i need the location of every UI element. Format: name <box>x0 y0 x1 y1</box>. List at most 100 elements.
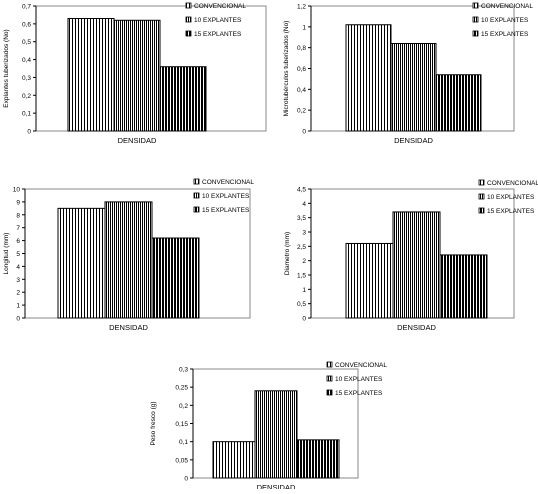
bar-10-explantes <box>113 19 161 132</box>
legend-swatch-convencional <box>326 361 333 368</box>
legend-label-convencional: CONVENCIONAL <box>335 362 387 369</box>
legend-label-convencional: CONVENCIONAL <box>202 179 254 186</box>
y-tick-label: 5 <box>16 251 20 258</box>
chart-panel-2: 0 0,2 0,4 0,6 0,8 1 1,2 Microtubérculos tuberiz… <box>283 2 533 145</box>
y-tick-label: 0,15 <box>175 421 188 428</box>
y-tick-label: 0,3 <box>179 367 188 374</box>
y-tick-label: 1,2 <box>297 4 306 11</box>
y-tick-label: 2 <box>302 258 306 265</box>
bar-convencional <box>67 18 115 132</box>
y-tick-label: 0,7 <box>22 4 31 11</box>
y-axis-title: Peso fresco (g) <box>150 401 157 445</box>
legend-swatch-15-explantes <box>478 207 485 214</box>
legend-swatch-convencional <box>193 178 200 185</box>
y-tick-label: 0 <box>302 316 306 323</box>
y-tick-label: 0,4 <box>297 87 306 94</box>
legend-label-10-explantes: 10 EXPLANTES <box>481 17 529 24</box>
legend-swatch-10-explantes <box>185 16 192 23</box>
legend-swatch-15-explantes <box>193 206 200 213</box>
y-tick-label: 0,6 <box>22 21 31 28</box>
bar-10-explantes <box>390 43 437 132</box>
y-tick-label: 0,8 <box>297 45 306 52</box>
x-axis-title: DENSIDAD <box>397 323 436 332</box>
y-tick-label: 0,2 <box>179 403 188 410</box>
y-tick-label: 3,5 <box>297 215 306 222</box>
y-tick-label: 1 <box>302 24 306 31</box>
bar-15-explantes <box>159 66 207 132</box>
y-tick-label: 0,5 <box>22 39 31 46</box>
legend-swatch-15-explantes <box>185 30 192 37</box>
y-tick-label: 0,25 <box>175 385 188 392</box>
chart-panel-5: 0 0,05 0,1 0,15 0,2 0,25 0,3 Peso fresco (g) DEN… <box>150 361 387 492</box>
legend-swatch-15-explantes <box>472 30 479 37</box>
y-tick-label: 0,6 <box>297 66 306 73</box>
y-tick-label: 0,2 <box>22 93 31 100</box>
legend-swatch-10-explantes <box>193 192 200 199</box>
y-axis-title: Diametro (mm) <box>284 232 291 275</box>
y-tick-label: 0,2 <box>297 108 306 115</box>
bar-convencional <box>345 24 392 132</box>
y-tick-label: 10 <box>13 187 21 194</box>
legend-label-10-explantes: 10 EXPLANTES <box>194 17 242 24</box>
y-tick-label: 7 <box>16 225 20 232</box>
y-tick-label: 0,3 <box>22 75 31 82</box>
legend-swatch-convencional <box>472 2 479 9</box>
y-tick-label: 0,05 <box>175 457 188 464</box>
y-tick-label: 0,4 <box>22 57 31 64</box>
y-tick-label: 0 <box>27 129 31 136</box>
legend-swatch-10-explantes <box>326 375 333 382</box>
y-tick-label: 1 <box>302 287 306 294</box>
y-tick-label: 1 <box>16 303 20 310</box>
legend-swatch-10-explantes <box>478 193 485 200</box>
legend-swatch-convencional <box>185 2 192 9</box>
y-tick-label: 0,5 <box>297 301 306 308</box>
chart-panel-3: 0 1 2 3 4 5 6 7 8 9 10 Longitud (mm) DENSIDAD CONVENC… <box>3 178 254 332</box>
legend-label-15-explantes: 15 EXPLANTES <box>481 31 529 38</box>
bar-convencional <box>57 207 106 319</box>
legend-label-15-explantes: 15 EXPLANTES <box>487 208 535 215</box>
chart-panel-1: 0 0,1 0,2 0,3 0,4 0,5 0,6 0,7 Explantes tuberiza… <box>3 2 267 145</box>
bar-10-explantes <box>392 211 441 319</box>
bar-15-explantes <box>439 254 488 319</box>
y-axis-title: Microtubérculos tuberizados (No) <box>283 21 290 117</box>
legend-label-convencional: CONVENCIONAL <box>487 180 538 187</box>
legend-label-convencional: CONVENCIONAL <box>481 3 533 10</box>
legend-label-15-explantes: 15 EXPLANTES <box>335 390 383 397</box>
bar-convencional <box>212 441 256 479</box>
legend-label-15-explantes: 15 EXPLANTES <box>202 207 250 214</box>
legend-swatch-10-explantes <box>472 16 479 23</box>
y-tick-label: 3 <box>16 277 20 284</box>
y-tick-label: 0 <box>184 476 188 483</box>
y-tick-label: 0,1 <box>22 111 31 118</box>
bar-10-explantes <box>254 390 298 479</box>
legend-swatch-15-explantes <box>326 389 333 396</box>
legend-label-10-explantes: 10 EXPLANTES <box>335 376 383 383</box>
legend-label-15-explantes: 15 EXPLANTES <box>194 31 242 38</box>
y-tick-label: 1,5 <box>297 273 306 280</box>
bar-15-explantes <box>296 439 340 479</box>
bar-15-explantes <box>435 74 482 132</box>
bar-10-explantes <box>104 201 153 319</box>
y-tick-label: 8 <box>16 212 20 219</box>
y-tick-label: 2,5 <box>297 244 306 251</box>
y-tick-label: 0,1 <box>179 439 188 446</box>
legend-label-10-explantes: 10 EXPLANTES <box>202 193 250 200</box>
y-tick-label: 0 <box>16 316 20 323</box>
y-axis-title: Explantes tuberizados (No) <box>3 29 10 107</box>
y-tick-label: 0 <box>302 129 306 136</box>
legend-label-convencional: CONVENCIONAL <box>194 3 246 10</box>
y-tick-label: 2 <box>16 290 20 297</box>
x-axis-title: DENSIDAD <box>257 483 296 489</box>
y-tick-label: 4,5 <box>297 187 306 194</box>
x-axis-title: DENSIDAD <box>118 136 157 145</box>
legend-label-10-explantes: 10 EXPLANTES <box>487 194 535 201</box>
y-tick-label: 4 <box>302 201 306 208</box>
y-tick-label: 3 <box>302 230 306 237</box>
x-axis-title: DENSIDAD <box>109 323 148 332</box>
bar-15-explantes <box>151 237 200 319</box>
legend-swatch-convencional <box>478 179 485 186</box>
y-tick-label: 6 <box>16 238 20 245</box>
x-axis-title: DENSIDAD <box>394 136 433 145</box>
